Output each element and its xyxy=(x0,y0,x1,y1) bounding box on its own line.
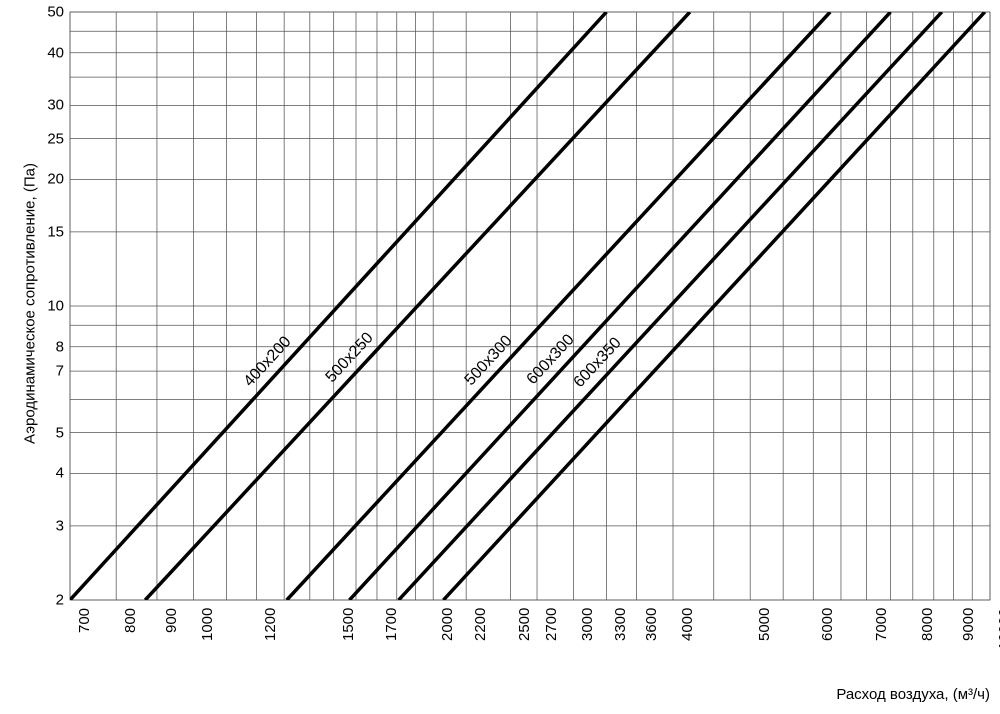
x-tick-label: 3300 xyxy=(612,608,629,641)
y-tick-label: 2 xyxy=(24,592,64,609)
x-tick-label: 1700 xyxy=(383,608,400,641)
y-tick-label: 3 xyxy=(24,517,64,534)
x-tick-label: 800 xyxy=(122,608,139,633)
y-tick-label: 30 xyxy=(24,97,64,114)
x-tick-label: 10000 xyxy=(996,608,1000,650)
x-tick-label: 2000 xyxy=(439,608,456,641)
y-tick-label: 40 xyxy=(24,44,64,61)
x-axis-title: Расход воздуха, (м³/ч) xyxy=(836,686,990,703)
x-tick-label: 3000 xyxy=(579,608,596,641)
x-tick-label: 8000 xyxy=(919,608,936,641)
x-tick-label: 2700 xyxy=(543,608,560,641)
x-tick-label: 2500 xyxy=(516,608,533,641)
x-tick-label: 5000 xyxy=(756,608,773,641)
y-tick-label: 25 xyxy=(24,130,64,147)
x-tick-label: 900 xyxy=(163,608,180,633)
y-axis-title: Аэродинамическое сопротивление, (Па) xyxy=(22,159,39,449)
x-tick-label: 1000 xyxy=(199,608,216,641)
x-tick-label: 1200 xyxy=(262,608,279,641)
x-tick-label: 1500 xyxy=(340,608,357,641)
x-tick-label: 3600 xyxy=(643,608,660,641)
y-tick-label: 4 xyxy=(24,465,64,482)
x-tick-label: 2200 xyxy=(472,608,489,641)
x-tick-label: 700 xyxy=(76,608,93,633)
x-tick-label: 6000 xyxy=(819,608,836,641)
x-tick-label: 9000 xyxy=(960,608,977,641)
chart-container: 2345781015202530405070080090010001200150… xyxy=(0,0,1000,714)
y-tick-label: 50 xyxy=(24,4,64,21)
x-tick-label: 7000 xyxy=(873,608,890,641)
x-tick-label: 4000 xyxy=(679,608,696,641)
